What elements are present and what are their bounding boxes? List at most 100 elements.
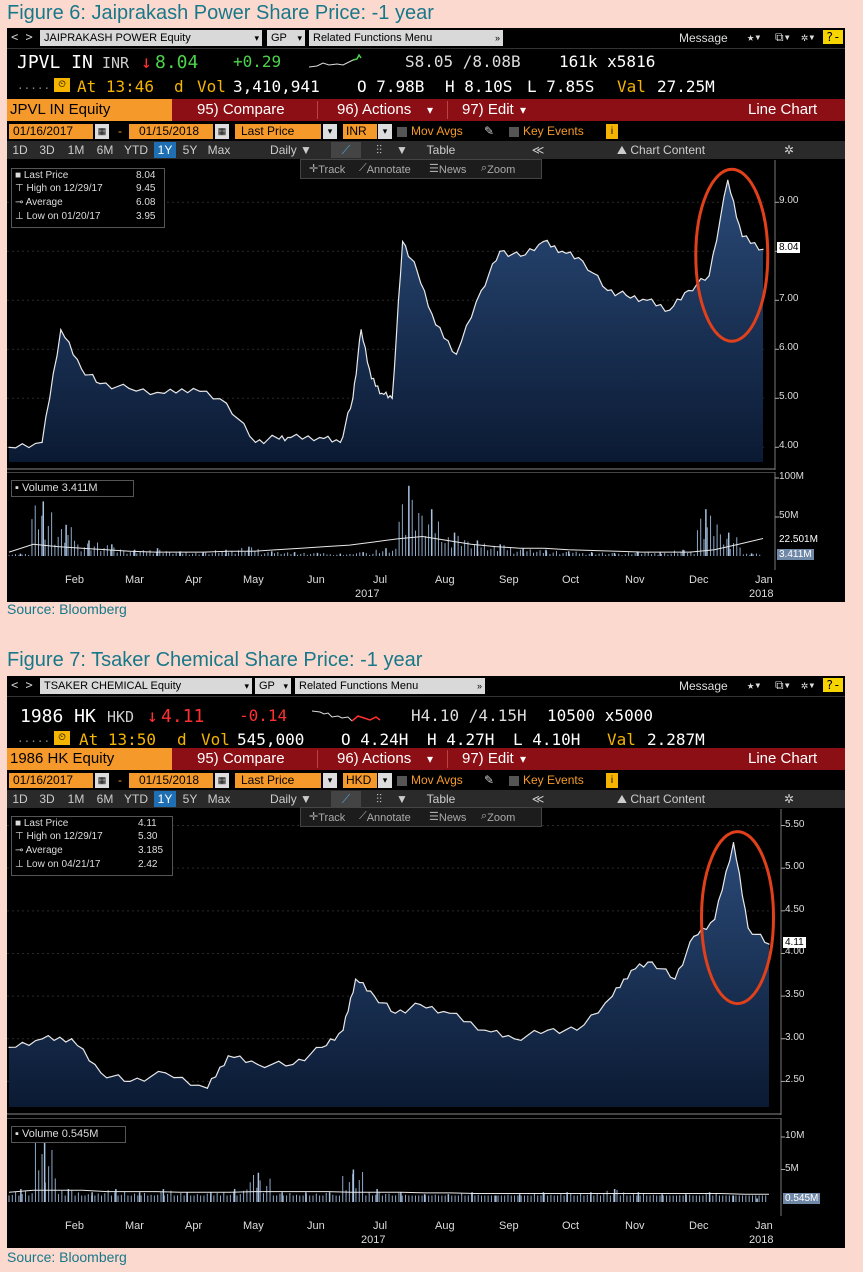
bar-style-icon[interactable]: ⫶⫶ bbox=[375, 792, 382, 806]
compare-button[interactable]: 95) Compare bbox=[197, 750, 285, 767]
track-tool[interactable]: ✛ Track bbox=[309, 163, 346, 176]
gp-dropdown[interactable]: GP ▾ bbox=[255, 678, 291, 694]
chevron-down-icon[interactable]: ▼ bbox=[396, 792, 408, 806]
calendar-icon[interactable]: ▦ bbox=[215, 124, 229, 139]
range-1y-button[interactable]: 1Y bbox=[154, 142, 176, 158]
key-events-checkbox[interactable] bbox=[509, 127, 519, 137]
collapse-icon[interactable]: ≪ bbox=[531, 792, 545, 806]
range-5y-button[interactable]: 5Y bbox=[182, 143, 198, 157]
back-forward-icon[interactable]: < > bbox=[11, 678, 33, 692]
mov-avgs-checkbox[interactable] bbox=[397, 776, 407, 786]
pencil-icon[interactable]: ✎ bbox=[484, 773, 495, 787]
mov-avgs-checkbox[interactable] bbox=[397, 127, 407, 137]
range-3d-button[interactable]: 3D bbox=[39, 143, 55, 157]
range-ytd-button[interactable]: YTD bbox=[124, 792, 148, 806]
window-icon[interactable]: ⧉▾ bbox=[775, 678, 791, 692]
pencil-icon[interactable]: ✎ bbox=[484, 124, 495, 138]
actions-button[interactable]: 96) Actions bbox=[337, 101, 412, 118]
key-events-label[interactable]: Key Events bbox=[523, 773, 584, 787]
range-max-button[interactable]: Max bbox=[207, 792, 231, 806]
gear-icon[interactable]: ✲▾ bbox=[801, 678, 816, 692]
calendar-icon[interactable]: ▦ bbox=[95, 124, 109, 139]
end-date-input[interactable]: 01/15/2018 bbox=[129, 773, 213, 788]
start-date-input[interactable]: 01/16/2017 bbox=[9, 124, 93, 139]
table-button[interactable]: Table bbox=[426, 792, 456, 806]
equity-box[interactable]: 1986 HK Equity bbox=[7, 748, 172, 770]
gear-icon[interactable]: ✲▾ bbox=[801, 30, 816, 44]
end-date-input[interactable]: 01/15/2018 bbox=[129, 124, 213, 139]
actions-button[interactable]: 96) Actions bbox=[337, 750, 412, 767]
range-1m-button[interactable]: 1M bbox=[67, 143, 85, 157]
volume-chart[interactable]: 100M 50M 22.501M 3.411M bbox=[7, 471, 845, 570]
table-button[interactable]: Table bbox=[426, 143, 456, 157]
line-chart-icon[interactable]: ⟋ bbox=[331, 791, 361, 807]
zoom-tool[interactable]: ⌕ Zoom bbox=[481, 810, 516, 824]
star-icon[interactable]: ★▾ bbox=[747, 678, 762, 692]
alert-icon[interactable]: ⏲ bbox=[54, 78, 70, 92]
edit-button[interactable]: 97) Edit bbox=[462, 750, 514, 767]
frequency-dropdown[interactable]: Daily ▼ bbox=[270, 792, 312, 806]
mov-avgs-label[interactable]: Mov Avgs bbox=[411, 124, 463, 138]
window-icon[interactable]: ⧉▾ bbox=[775, 30, 791, 44]
range-5y-button[interactable]: 5Y bbox=[182, 792, 198, 806]
edit-button[interactable]: 97) Edit bbox=[462, 101, 514, 118]
help-icon[interactable]: ?- bbox=[823, 678, 844, 692]
compare-button[interactable]: 95) Compare bbox=[197, 101, 285, 118]
line-chart-icon[interactable]: ⟋ bbox=[331, 142, 361, 158]
currency-dropdown[interactable]: INR bbox=[343, 124, 377, 139]
range-3d-button[interactable]: 3D bbox=[39, 792, 55, 806]
related-functions-dropdown[interactable]: Related Functions Menu » bbox=[295, 678, 485, 694]
zoom-tool[interactable]: ⌕ Zoom bbox=[481, 162, 516, 176]
chevron-down-icon[interactable]: ▾ bbox=[378, 124, 392, 139]
gear-icon[interactable]: ✲ bbox=[783, 792, 795, 806]
key-events-checkbox[interactable] bbox=[509, 776, 519, 786]
equity-box[interactable]: JPVL IN Equity bbox=[7, 99, 172, 121]
bar-style-icon[interactable]: ⫶⫶ bbox=[375, 143, 382, 157]
key-events-label[interactable]: Key Events bbox=[523, 124, 584, 138]
range-1d-button[interactable]: 1D bbox=[12, 143, 28, 157]
chevron-down-icon[interactable]: ▾ bbox=[323, 773, 337, 788]
chevron-down-icon[interactable]: ▾ bbox=[323, 124, 337, 139]
help-icon[interactable]: ?- bbox=[823, 30, 844, 44]
annotate-tool[interactable]: ⟋ Annotate bbox=[359, 162, 411, 176]
range-1d-button[interactable]: 1D bbox=[12, 792, 28, 806]
related-functions-dropdown[interactable]: Related Functions Menu » bbox=[309, 30, 503, 46]
alert-icon[interactable]: ⏲ bbox=[54, 731, 70, 745]
range-max-button[interactable]: Max bbox=[207, 143, 231, 157]
message-button[interactable]: Message bbox=[679, 31, 728, 45]
range-ytd-button[interactable]: YTD bbox=[124, 143, 148, 157]
collapse-icon[interactable]: ≪ bbox=[531, 143, 545, 157]
range-6m-button[interactable]: 6M bbox=[96, 792, 114, 806]
track-tool[interactable]: ✛ Track bbox=[309, 811, 346, 824]
news-tool[interactable]: ☰ News bbox=[429, 163, 467, 176]
volume-chart[interactable]: 10M 5M 0.545M bbox=[7, 1118, 845, 1216]
chevron-down-icon[interactable]: ▼ bbox=[396, 143, 408, 157]
mov-avgs-label[interactable]: Mov Avgs bbox=[411, 773, 463, 787]
gear-icon[interactable]: ✲ bbox=[783, 143, 795, 157]
chart-type-label[interactable]: Line Chart bbox=[748, 750, 818, 767]
message-button[interactable]: Message bbox=[679, 679, 728, 693]
start-date-input[interactable]: 01/16/2017 bbox=[9, 773, 93, 788]
news-tool[interactable]: ☰ News bbox=[429, 811, 467, 824]
calendar-icon[interactable]: ▦ bbox=[95, 773, 109, 788]
calendar-icon[interactable]: ▦ bbox=[215, 773, 229, 788]
info-icon[interactable]: i bbox=[606, 124, 618, 139]
field-dropdown[interactable]: Last Price bbox=[235, 773, 321, 788]
range-1m-button[interactable]: 1M bbox=[67, 792, 85, 806]
back-forward-icon[interactable]: < > bbox=[11, 30, 33, 44]
field-dropdown[interactable]: Last Price bbox=[235, 124, 321, 139]
chart-type-label[interactable]: Line Chart bbox=[748, 101, 818, 118]
security-dropdown[interactable]: TSAKER CHEMICAL Equity ▾ bbox=[40, 678, 252, 694]
range-1y-button[interactable]: 1Y bbox=[154, 791, 176, 807]
security-dropdown[interactable]: JAIPRAKASH POWER Equity ▾ bbox=[40, 30, 262, 46]
currency-dropdown[interactable]: HKD bbox=[343, 773, 377, 788]
range-6m-button[interactable]: 6M bbox=[96, 143, 114, 157]
chevron-down-icon[interactable]: ▾ bbox=[378, 773, 392, 788]
price-chart[interactable]: 9.008.007.006.005.004.008.04 bbox=[7, 160, 845, 470]
info-icon[interactable]: i bbox=[606, 773, 618, 788]
gp-dropdown[interactable]: GP ▾ bbox=[267, 30, 305, 46]
annotate-tool[interactable]: ⟋ Annotate bbox=[359, 810, 411, 824]
chart-content-button[interactable]: ⛰ Chart Content bbox=[601, 142, 721, 158]
star-icon[interactable]: ★▾ bbox=[747, 30, 762, 44]
price-chart[interactable]: 5.50 5.00 4.50 4.00 3.50 3.00 2.50 4.11 bbox=[7, 809, 845, 1115]
